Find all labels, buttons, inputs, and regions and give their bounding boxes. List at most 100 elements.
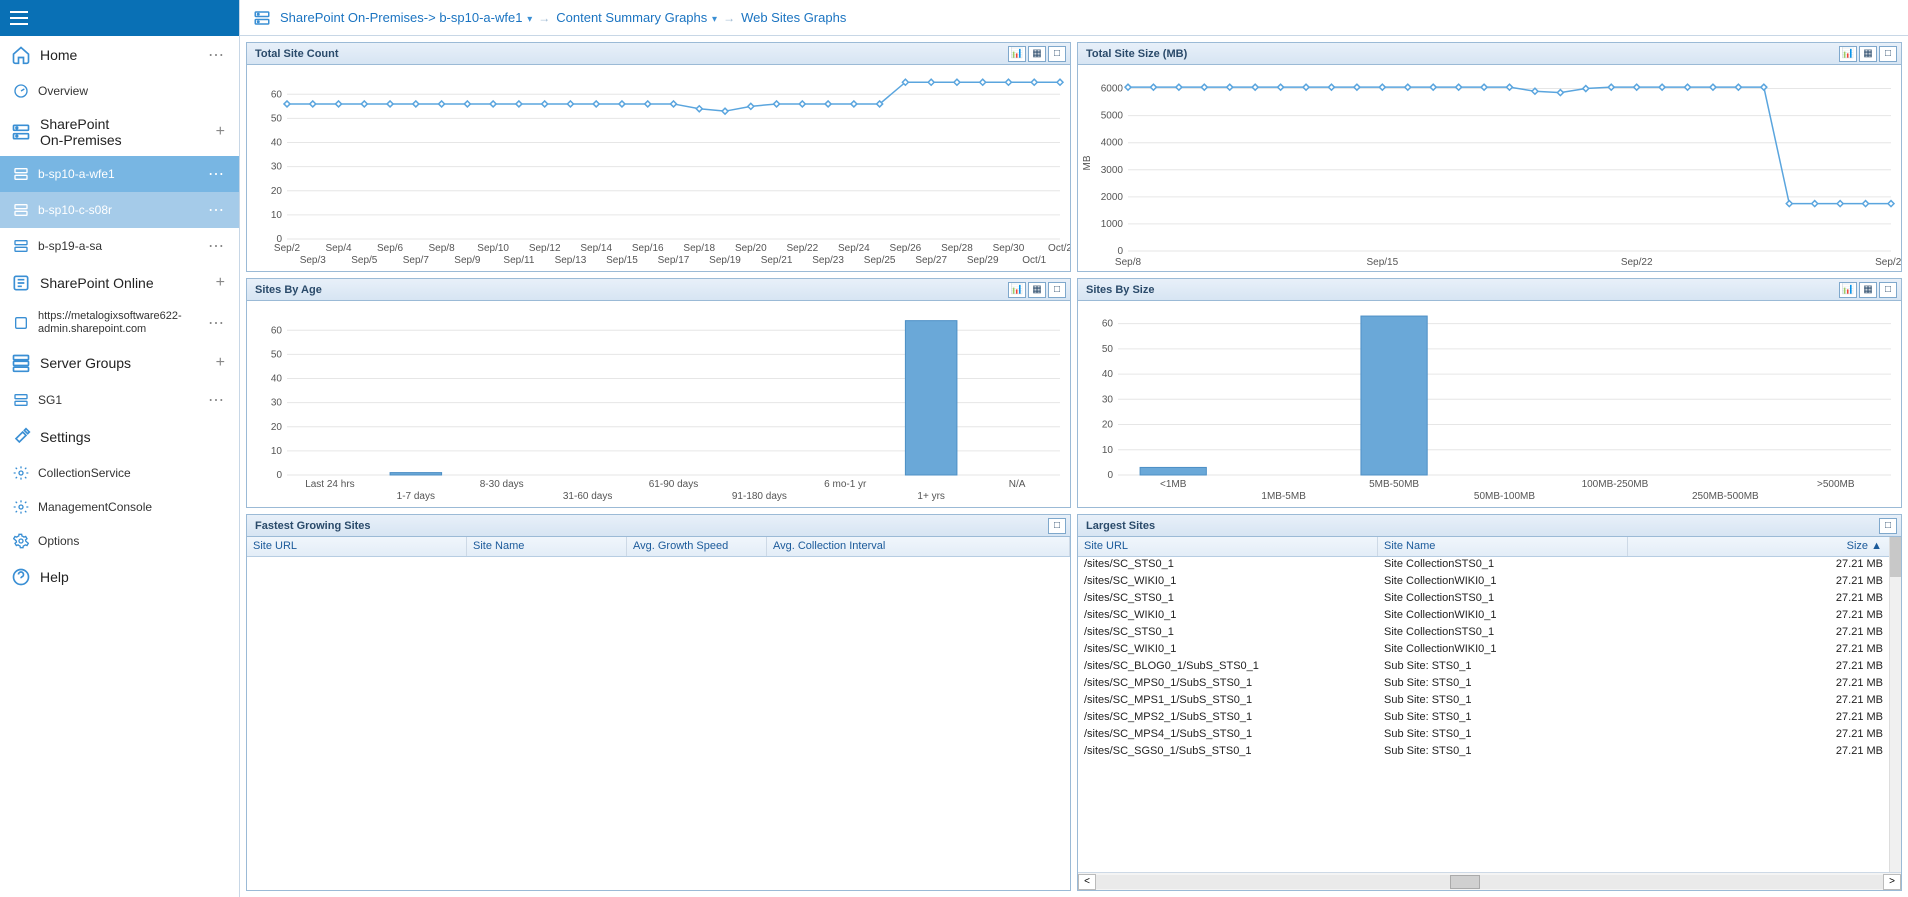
- breadcrumb-server-label: b-sp10-a-wfe1: [439, 10, 522, 25]
- cell-site-url: /sites/SC_WIKI0_1: [1078, 574, 1378, 591]
- more-icon[interactable]: ⋯: [204, 313, 229, 333]
- sidebar-topbar: [0, 0, 239, 36]
- panel-total-site-size: Total Site Size (MB) 📊 ▦ □ 0100020003000…: [1077, 42, 1902, 272]
- server-rack-icon: [10, 121, 32, 143]
- sidebar-item-options[interactable]: Options: [0, 524, 239, 558]
- col-growth-speed[interactable]: Avg. Growth Speed: [627, 537, 767, 556]
- more-icon[interactable]: ⋯: [204, 236, 229, 256]
- vertical-scrollbar[interactable]: [1889, 537, 1901, 872]
- svg-text:50: 50: [271, 349, 283, 360]
- table-row[interactable]: /sites/SC_WIKI0_1Site CollectionWIKI0_12…: [1078, 642, 1901, 659]
- more-icon[interactable]: ⋯: [204, 390, 229, 410]
- svg-text:Sep/8: Sep/8: [1115, 257, 1142, 268]
- chart-total-site-size: 0100020003000400050006000MBSep/8Sep/15Se…: [1078, 65, 1901, 271]
- plus-icon[interactable]: +: [212, 354, 229, 372]
- table-row[interactable]: /sites/SC_STS0_1Site CollectionSTS0_127.…: [1078, 557, 1901, 574]
- svg-text:Sep/29: Sep/29: [1875, 257, 1901, 268]
- cell-size: 27.21 MB: [1628, 591, 1901, 608]
- table-row[interactable]: /sites/SC_BLOG0_1/SubS_STS0_1Sub Site: S…: [1078, 659, 1901, 676]
- sidebar-item-collection-service[interactable]: CollectionService: [0, 456, 239, 490]
- svg-text:40: 40: [271, 138, 283, 149]
- col-collection-interval[interactable]: Avg. Collection Interval: [767, 537, 1070, 556]
- svg-text:1-7 days: 1-7 days: [397, 491, 435, 502]
- grid-view-icon[interactable]: ▦: [1028, 46, 1046, 62]
- chart-view-icon[interactable]: 📊: [1839, 46, 1857, 62]
- cell-size: 27.21 MB: [1628, 625, 1901, 642]
- plus-icon[interactable]: +: [212, 123, 229, 141]
- table-row[interactable]: /sites/SC_MPS0_1/SubS_STS0_1Sub Site: ST…: [1078, 676, 1901, 693]
- table-row[interactable]: /sites/SC_SGS0_1/SubS_STS0_1Sub Site: ST…: [1078, 744, 1901, 761]
- scroll-left-button[interactable]: <: [1078, 874, 1096, 890]
- table-row[interactable]: /sites/SC_WIKI0_1Site CollectionWIKI0_12…: [1078, 574, 1901, 591]
- svg-text:Sep/21: Sep/21: [761, 255, 793, 266]
- table-row[interactable]: /sites/SC_MPS2_1/SubS_STS0_1Sub Site: ST…: [1078, 710, 1901, 727]
- sidebar-item-sp-onprem[interactable]: SharePoint On-Premises +: [0, 108, 239, 156]
- svg-text:1+ yrs: 1+ yrs: [917, 491, 945, 502]
- sidebar-item-sp-online[interactable]: SharePoint Online +: [0, 264, 239, 302]
- col-site-url[interactable]: Site URL: [247, 537, 467, 556]
- svg-text:Sep/30: Sep/30: [993, 243, 1025, 254]
- sidebar-item-server-0[interactable]: b-sp10-a-wfe1 ⋯: [0, 156, 239, 192]
- maximize-icon[interactable]: □: [1048, 282, 1066, 298]
- fastest-growing-table: Site URL Site Name Avg. Growth Speed Avg…: [247, 537, 1070, 890]
- sidebar-item-home[interactable]: Home ⋯: [0, 36, 239, 74]
- col-site-url[interactable]: Site URL: [1078, 537, 1378, 556]
- grid-view-icon[interactable]: ▦: [1859, 46, 1877, 62]
- svg-text:>500MB: >500MB: [1817, 479, 1855, 490]
- more-icon[interactable]: ⋯: [204, 45, 229, 65]
- chart-view-icon[interactable]: 📊: [1839, 282, 1857, 298]
- scroll-track[interactable]: [1096, 875, 1883, 889]
- sidebar-item-management-console[interactable]: ManagementConsole: [0, 490, 239, 524]
- hamburger-icon[interactable]: [10, 11, 28, 25]
- table-row[interactable]: /sites/SC_MPS1_1/SubS_STS0_1Sub Site: ST…: [1078, 693, 1901, 710]
- scroll-right-button[interactable]: >: [1883, 874, 1901, 890]
- svg-text:2000: 2000: [1101, 192, 1124, 203]
- sort-asc-icon: ▲: [1871, 540, 1882, 552]
- sidebar-item-server-2[interactable]: b-sp19-a-sa ⋯: [0, 228, 239, 264]
- svg-text:100MB-250MB: 100MB-250MB: [1582, 479, 1649, 490]
- table-row[interactable]: /sites/SC_MPS4_1/SubS_STS0_1Sub Site: ST…: [1078, 727, 1901, 744]
- svg-text:10: 10: [271, 446, 283, 457]
- col-size[interactable]: Size ▲: [1628, 537, 1901, 556]
- col-site-name[interactable]: Site Name: [1378, 537, 1628, 556]
- breadcrumb-level2-label: Content Summary Graphs: [556, 10, 707, 25]
- chart-view-icon[interactable]: 📊: [1008, 46, 1026, 62]
- maximize-icon[interactable]: □: [1879, 282, 1897, 298]
- maximize-icon[interactable]: □: [1048, 46, 1066, 62]
- wrench-icon: [10, 426, 32, 448]
- sidebar-item-sg-0[interactable]: SG1 ⋯: [0, 382, 239, 418]
- breadcrumb-level2[interactable]: Content Summary Graphs ▾: [556, 10, 717, 25]
- breadcrumb-root[interactable]: SharePoint On-Premises-> b-sp10-a-wfe1 ▾: [280, 10, 532, 25]
- sidebar-item-server-groups[interactable]: Server Groups +: [0, 344, 239, 382]
- maximize-icon[interactable]: □: [1048, 518, 1066, 534]
- grid-view-icon[interactable]: ▦: [1028, 282, 1046, 298]
- grid-view-icon[interactable]: ▦: [1859, 282, 1877, 298]
- chart-view-icon[interactable]: 📊: [1008, 282, 1026, 298]
- svg-text:30: 30: [271, 398, 283, 409]
- sidebar-item-online-0[interactable]: https://metalogixsoftware622-admin.share…: [0, 302, 239, 344]
- svg-text:Sep/10: Sep/10: [477, 243, 509, 254]
- sidebar-item-help[interactable]: Help: [0, 558, 239, 596]
- svg-text:Sep/28: Sep/28: [941, 243, 973, 254]
- horizontal-scrollbar[interactable]: < >: [1078, 872, 1901, 890]
- table-row[interactable]: /sites/SC_STS0_1Site CollectionSTS0_127.…: [1078, 591, 1901, 608]
- more-icon[interactable]: ⋯: [204, 164, 229, 184]
- cell-site-name: Site CollectionSTS0_1: [1378, 557, 1628, 574]
- more-icon[interactable]: ⋯: [204, 200, 229, 220]
- breadcrumb-level3[interactable]: Web Sites Graphs: [741, 10, 846, 25]
- table-body[interactable]: /sites/SC_STS0_1Site CollectionSTS0_127.…: [1078, 557, 1901, 872]
- maximize-icon[interactable]: □: [1879, 46, 1897, 62]
- svg-text:Sep/3: Sep/3: [300, 255, 327, 266]
- sidebar-item-settings[interactable]: Settings: [0, 418, 239, 456]
- table-row[interactable]: /sites/SC_STS0_1Site CollectionSTS0_127.…: [1078, 625, 1901, 642]
- cell-site-name: Sub Site: STS0_1: [1378, 693, 1628, 710]
- scroll-thumb[interactable]: [1890, 537, 1901, 577]
- table-row[interactable]: /sites/SC_WIKI0_1Site CollectionWIKI0_12…: [1078, 608, 1901, 625]
- col-site-name[interactable]: Site Name: [467, 537, 627, 556]
- sidebar-item-server-1[interactable]: b-sp10-c-s08r ⋯: [0, 192, 239, 228]
- plus-icon[interactable]: +: [212, 274, 229, 292]
- svg-text:0: 0: [276, 470, 282, 481]
- scroll-thumb[interactable]: [1450, 875, 1480, 889]
- maximize-icon[interactable]: □: [1879, 518, 1897, 534]
- sidebar-item-overview[interactable]: Overview: [0, 74, 239, 108]
